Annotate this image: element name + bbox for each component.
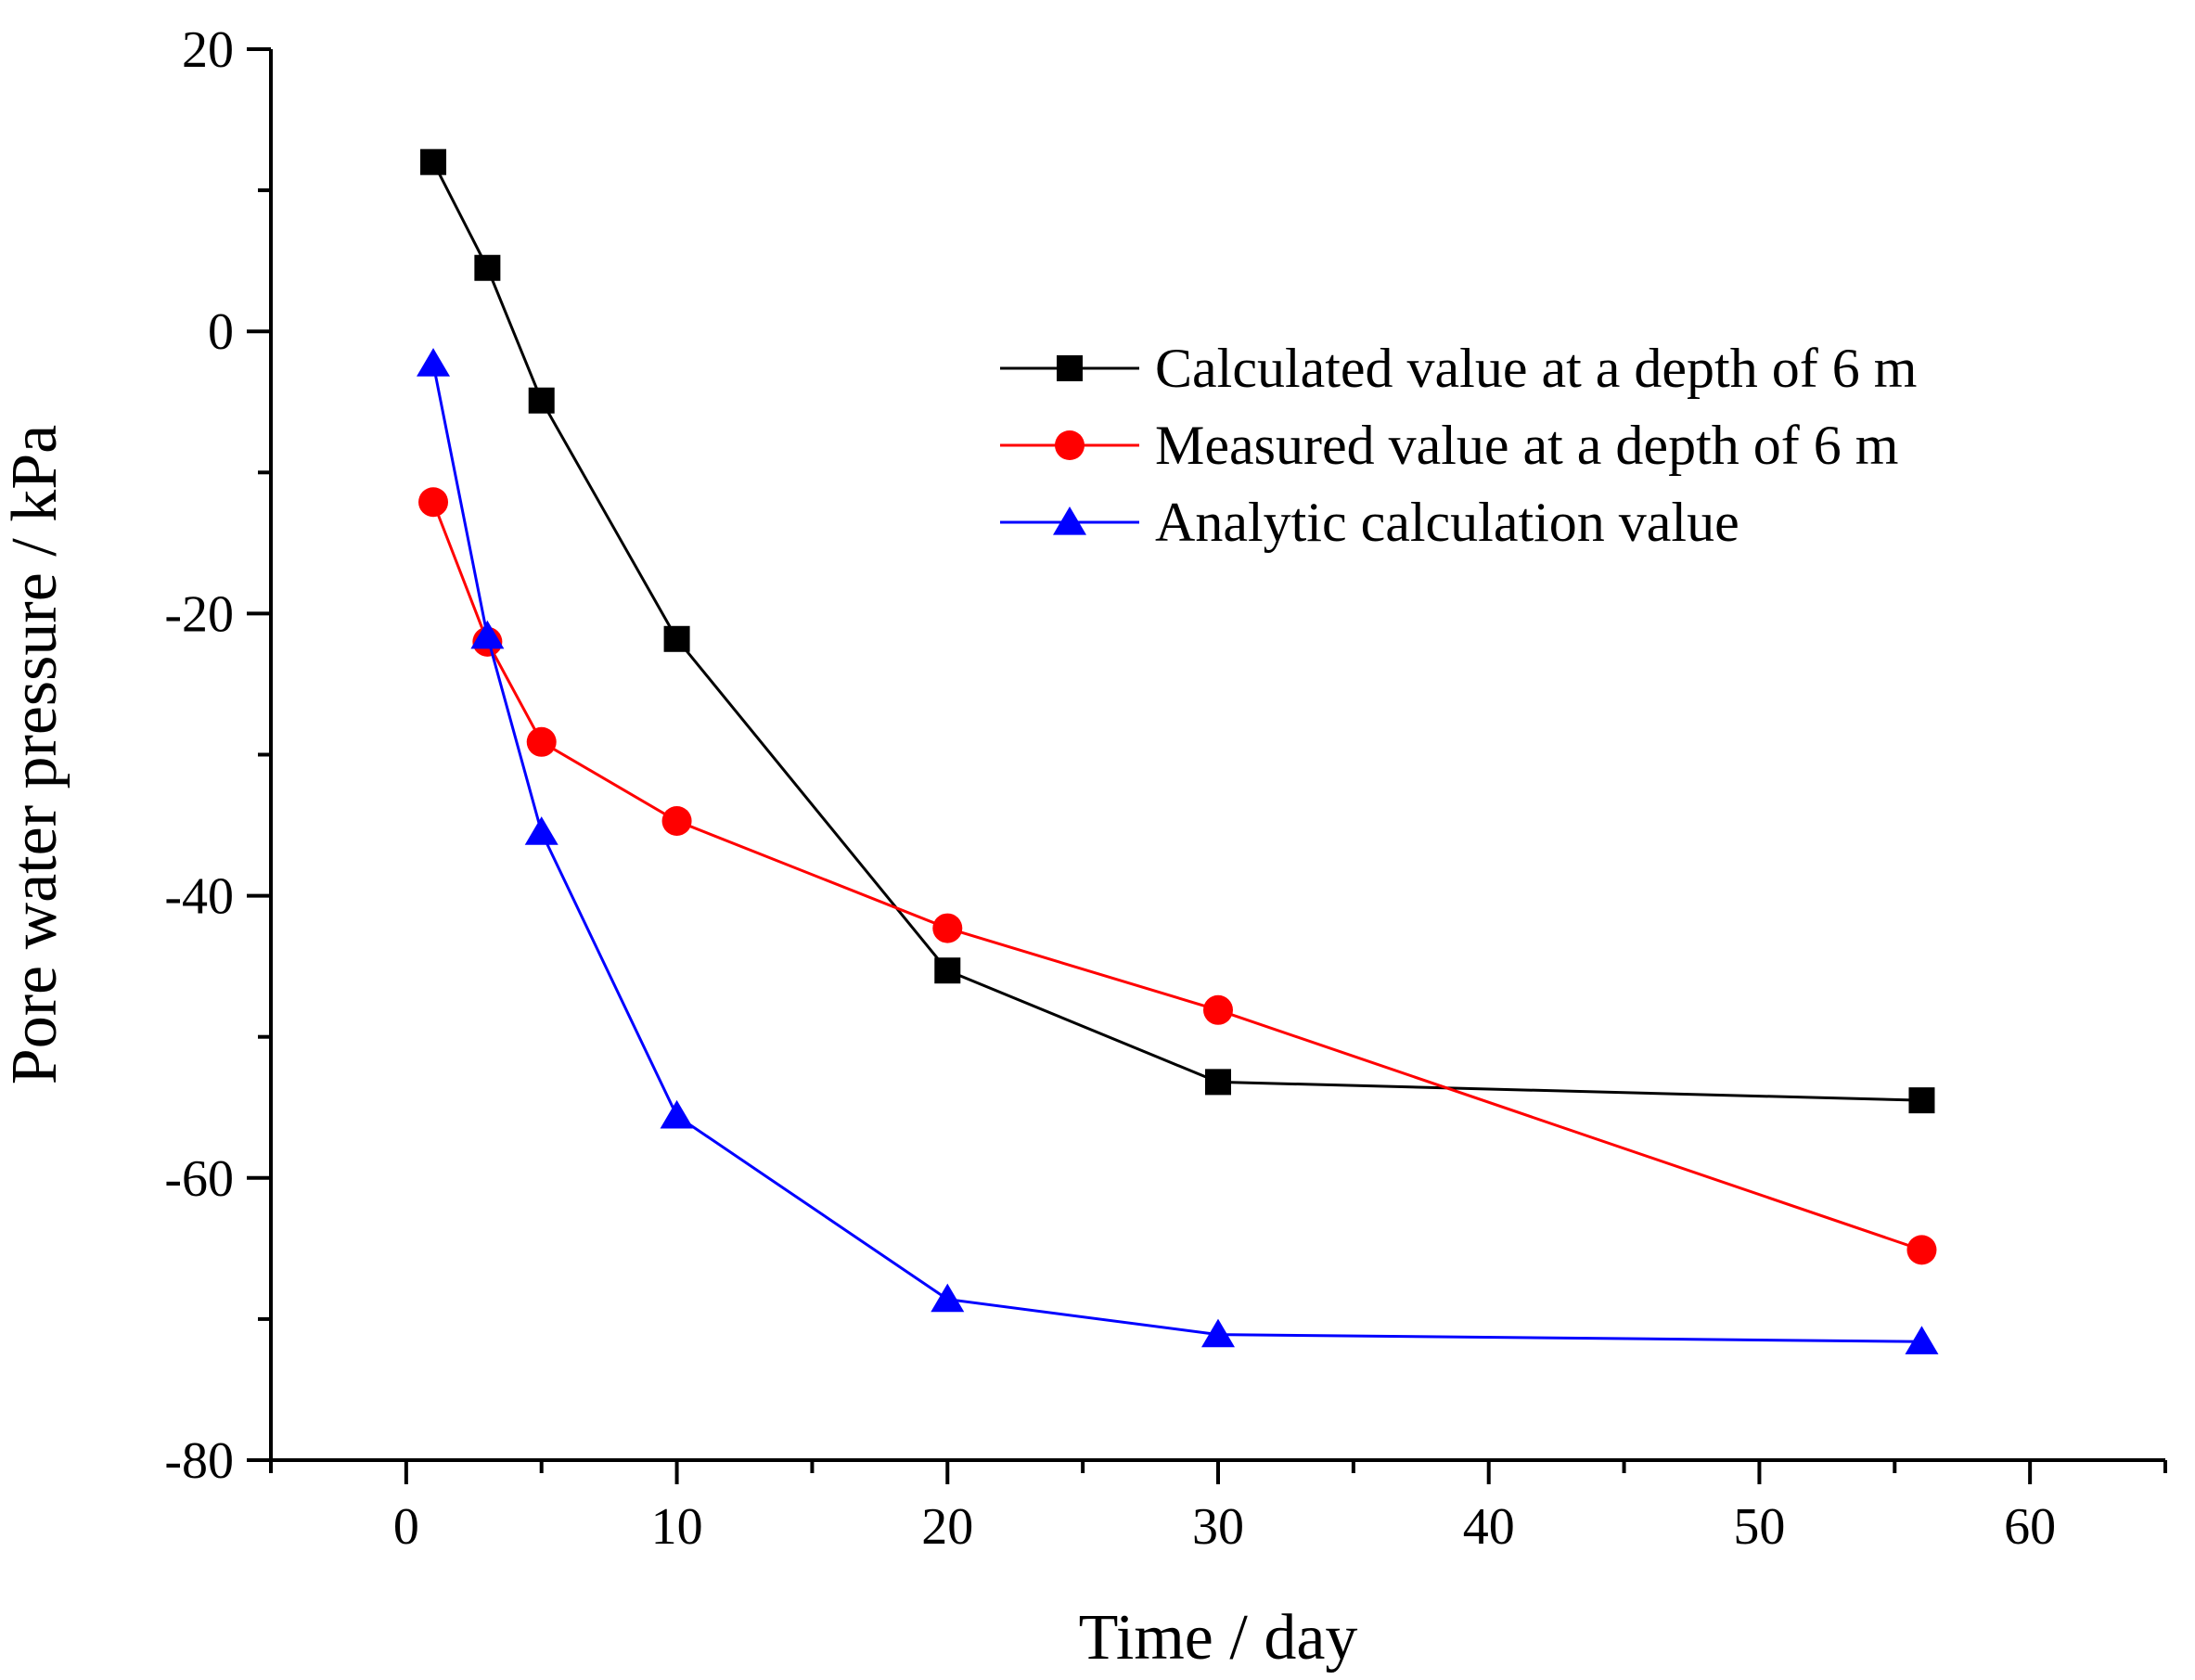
legend-label: Analytic calculation value bbox=[1155, 492, 1739, 553]
y-tick-label: 20 bbox=[182, 21, 234, 79]
data-point bbox=[1906, 1235, 1937, 1265]
data-point bbox=[1905, 1326, 1939, 1354]
x-tick-label: 40 bbox=[1463, 1498, 1515, 1556]
data-point bbox=[934, 957, 961, 984]
y-tick-label: -60 bbox=[164, 1150, 234, 1208]
y-tick-label: -40 bbox=[164, 868, 234, 926]
data-point bbox=[418, 487, 449, 518]
legend-item: Measured value at a depth of 6 m bbox=[1000, 415, 1898, 476]
data-point bbox=[470, 620, 505, 649]
x-tick-label: 10 bbox=[651, 1498, 703, 1556]
data-point bbox=[474, 254, 501, 281]
series-3 bbox=[417, 348, 1939, 1354]
series-2 bbox=[418, 487, 1937, 1265]
series-line bbox=[431, 160, 1922, 1102]
legend: Calculated value at a depth of 6 m Measur… bbox=[1000, 338, 1917, 553]
x-axis: 0 10 20 30 40 50 60 bbox=[269, 1458, 2167, 1556]
legend-label: Measured value at a depth of 6 m bbox=[1155, 415, 1898, 476]
data-point bbox=[660, 1099, 694, 1129]
x-tick-label: 60 bbox=[2004, 1498, 2056, 1556]
data-point bbox=[661, 805, 692, 836]
y-tick-label: 0 bbox=[208, 303, 234, 361]
data-point bbox=[524, 816, 558, 845]
data-point bbox=[420, 148, 447, 175]
data-point bbox=[1203, 994, 1233, 1025]
x-tick-label: 0 bbox=[393, 1498, 419, 1556]
data-point bbox=[1908, 1087, 1935, 1114]
series-1 bbox=[420, 148, 1935, 1114]
data-point bbox=[931, 1283, 965, 1313]
data-point bbox=[526, 726, 557, 757]
data-point bbox=[417, 348, 451, 377]
data-point bbox=[663, 625, 690, 652]
data-point bbox=[528, 387, 555, 414]
legend-item: Calculated value at a depth of 6 m bbox=[1000, 338, 1917, 399]
series-layer bbox=[417, 148, 1939, 1354]
data-point bbox=[932, 913, 963, 943]
legend-label: Calculated value at a depth of 6 m bbox=[1155, 338, 1917, 399]
x-tick-label: 20 bbox=[921, 1498, 973, 1556]
legend-item: Analytic calculation value bbox=[1000, 492, 1739, 553]
y-axis-title: Pore water pressure / kPa bbox=[0, 425, 71, 1084]
x-axis-title: Time / day bbox=[1079, 1602, 1358, 1674]
series-line bbox=[431, 501, 1922, 1251]
y-axis: -80 -60 -40 -20 0 20 bbox=[164, 21, 273, 1490]
legend-marker bbox=[1057, 355, 1083, 381]
x-tick-label: 30 bbox=[1192, 1498, 1244, 1556]
data-point bbox=[1201, 1318, 1235, 1348]
x-tick-label: 50 bbox=[1733, 1498, 1785, 1556]
y-tick-label: -20 bbox=[164, 585, 234, 643]
data-point bbox=[1205, 1069, 1231, 1096]
y-tick-label: -80 bbox=[164, 1432, 234, 1490]
legend-marker bbox=[1055, 430, 1085, 460]
legend-marker bbox=[1053, 507, 1086, 535]
